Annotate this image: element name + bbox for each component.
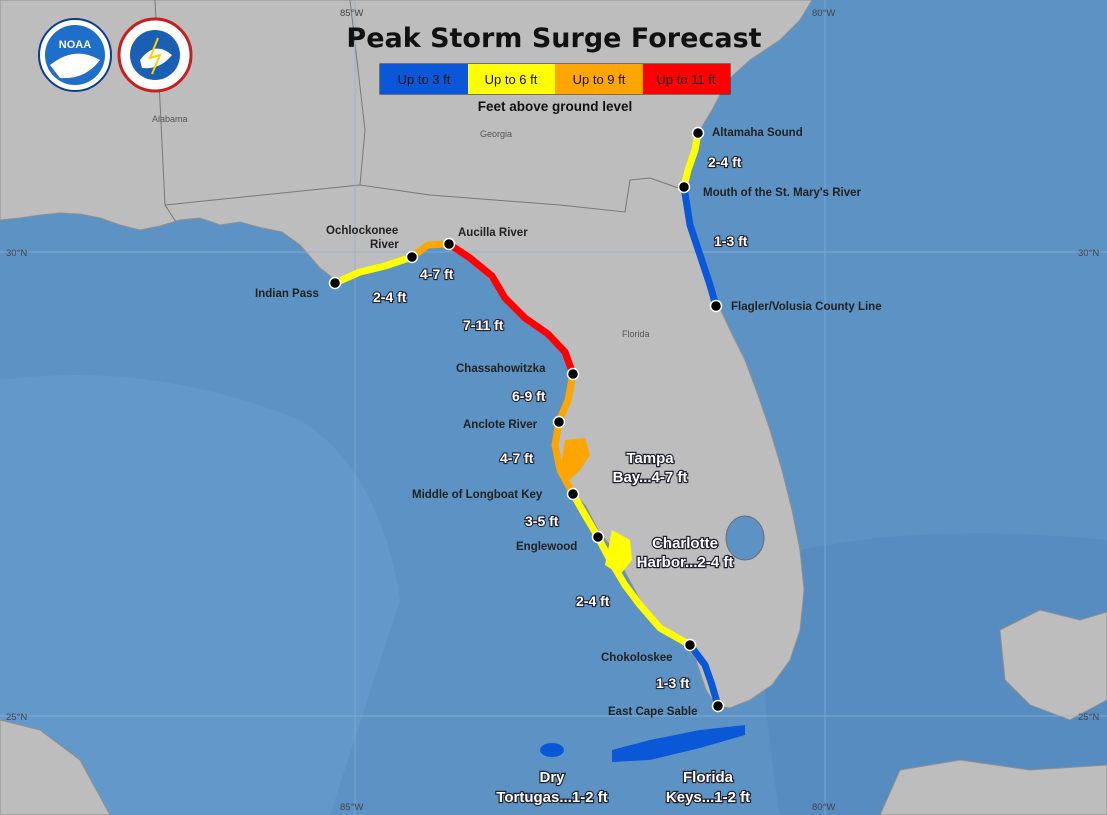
grid-left-25: 25°N [6, 712, 27, 723]
segment-englewood-chok [594, 533, 694, 649]
marker-ochlockonee [405, 250, 419, 264]
range-indian-ochl: 2-4 ft [373, 289, 407, 305]
state-label-alabama: Alabama [152, 114, 188, 124]
segment-ochl-aucilla [408, 240, 453, 261]
label-altamaha: Altamaha Sound [712, 127, 803, 139]
marker-chokoloskee [683, 638, 697, 652]
label-longboat: Middle of Longboat Key [412, 489, 543, 501]
marker-chassahowitzka [566, 367, 580, 381]
dry-tortugas-area [540, 743, 564, 757]
label-ochlockonee-2: River [370, 239, 399, 251]
grid-top-85: 85°W [340, 8, 363, 19]
deep-water-shading [760, 533, 1107, 815]
marker-anclote [552, 415, 566, 429]
legend-swatch-9 [555, 64, 643, 94]
marker-cape-sable [711, 699, 725, 713]
marker-flagler [709, 299, 723, 313]
grid-bottom-85: 85°W [340, 802, 363, 813]
range-longboat-englewood: 3-5 ft [525, 513, 559, 529]
label-tampa-2: Bay...4-7 ft [613, 469, 688, 486]
border-al-fl [164, 184, 361, 206]
segment-chass-anclote [555, 370, 577, 426]
label-flagler: Flagler/Volusia County Line [731, 301, 882, 313]
range-anclote-longboat: 4-7 ft [500, 450, 534, 466]
florida-keys-area [612, 725, 745, 762]
marker-englewood [591, 530, 605, 544]
label-charlotte-2: Harbor...2-4 ft [637, 554, 734, 571]
segment-longboat-englewood [569, 490, 602, 541]
marker-st-marys [677, 180, 691, 194]
segment-chok-sable [686, 641, 722, 710]
label-charlotte-1: Charlotte [652, 535, 718, 552]
legend: Up to 3 ft Up to 6 ft Up to 9 ft Up to 1… [379, 63, 731, 114]
state-label-georgia: Georgia [480, 129, 512, 139]
range-chok-sable: 1-3 ft [656, 675, 690, 691]
segment-altamaha-stmarys [680, 129, 702, 191]
grid-top-80: 80°W [812, 8, 835, 19]
range-chass-anclote: 6-9 ft [512, 388, 546, 404]
lake-okeechobee [725, 515, 765, 561]
label-tortugas-1: Dry [539, 769, 565, 786]
label-chokoloskee: Chokoloskee [601, 652, 673, 664]
marker-aucilla [442, 237, 456, 251]
legend-label-9: Up to 9 ft [573, 72, 626, 87]
land-cuba [879, 759, 1107, 815]
map-title: Peak Storm Surge Forecast [346, 23, 761, 54]
shelf-shading [0, 375, 400, 815]
label-keys-2: Keys...1-2 ft [666, 789, 750, 806]
label-aucilla: Aucilla River [458, 227, 528, 239]
segment-stmarys-flagler [680, 183, 720, 310]
land-mexico [0, 719, 111, 815]
label-keys-1: Florida [683, 769, 734, 786]
range-altamaha-stmarys: 2-4 ft [708, 154, 742, 170]
grid-right-25: 25°N [1078, 712, 1099, 723]
legend-swatch-11 [643, 64, 730, 94]
grid-right-30: 30°N [1078, 248, 1099, 259]
range-englewood-chok: 2-4 ft [576, 593, 610, 609]
range-stmarys-flagler: 1-3 ft [714, 233, 748, 249]
label-cape-sable: East Cape Sable [608, 706, 697, 718]
segment-indian-ochl [331, 253, 416, 287]
surge-segments [331, 129, 722, 710]
label-tampa-1: Tampa [626, 450, 674, 467]
legend-label-3: Up to 3 ft [398, 72, 451, 87]
label-indian-pass: Indian Pass [255, 288, 319, 300]
range-aucilla-chass: 7-11 ft [463, 317, 504, 333]
marker-indian-pass [328, 276, 342, 290]
tampa-bay-area [560, 438, 590, 480]
legend-swatch-3 [380, 64, 468, 94]
nws-logo [117, 17, 193, 93]
label-anclote: Anclote River [463, 419, 538, 431]
label-englewood: Englewood [516, 541, 577, 553]
noaa-logo-text: NOAA [59, 39, 91, 51]
label-ochlockonee-1: Ochlockonee [326, 225, 398, 237]
land-bahamas [999, 609, 1107, 721]
label-st-marys: Mouth of the St. Mary's River [703, 187, 862, 199]
segment-aucilla-chass [445, 240, 577, 378]
legend-label-6: Up to 6 ft [485, 72, 538, 87]
breakpoints [328, 126, 725, 713]
border-ga-fl [349, 0, 685, 213]
segment-anclote-longboat [551, 418, 577, 498]
grid-bottom-80: 80°W [812, 802, 835, 813]
state-label-florida: Florida [622, 329, 650, 339]
legend-subtitle: Feet above ground level [478, 99, 633, 114]
marker-altamaha [691, 126, 705, 140]
range-ochl-aucilla: 4-7 ft [420, 266, 454, 282]
noaa-logo: NOAA [38, 18, 112, 92]
legend-swatch-6 [468, 64, 555, 94]
marker-longboat [566, 487, 580, 501]
label-chassahowitzka: Chassahowitzka [456, 363, 546, 375]
grid-left-30: 30°N [6, 248, 27, 259]
label-tortugas-2: Tortugas...1-2 ft [496, 789, 607, 806]
legend-label-11: Up to 11 ft [656, 72, 715, 87]
